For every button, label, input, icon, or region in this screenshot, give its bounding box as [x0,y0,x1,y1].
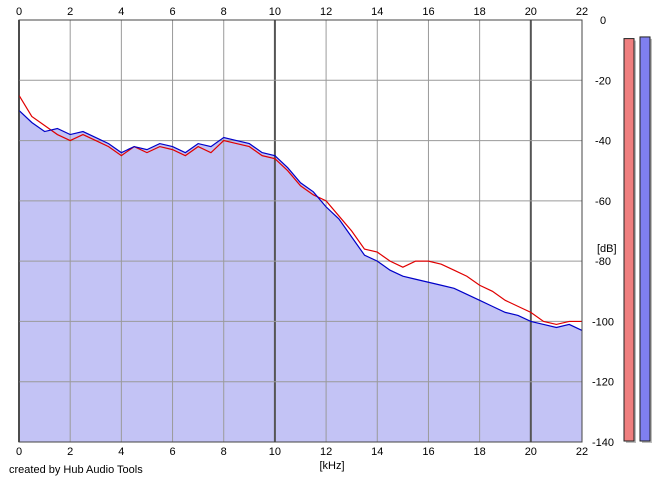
y-tick-label: -80 [595,256,611,268]
x-tick-label-top: 22 [576,6,588,18]
x-tick-label-top: 12 [320,6,332,18]
y-tick-label: -60 [595,196,611,208]
x-axis-label: [kHz] [319,460,344,472]
x-tick-label-bottom: 10 [269,446,281,458]
plot-frame [18,19,583,443]
x-tick-label-top: 4 [118,6,124,18]
y-tick-label: -140 [592,437,614,449]
x-tick-label-top: 8 [221,6,227,18]
x-tick-label-bottom: 4 [118,446,124,458]
x-tick-label-top: 0 [16,6,22,18]
x-tick-label-bottom: 0 [16,446,22,458]
x-tick-label-bottom: 16 [422,446,434,458]
left-level-meter [623,38,635,442]
y-tick-label: -20 [595,75,611,87]
x-tick-label-bottom: 18 [474,446,486,458]
x-tick-label-top: 16 [422,6,434,18]
x-tick-label-bottom: 6 [169,446,175,458]
x-tick-label-top: 6 [169,6,175,18]
x-tick-label-top: 18 [474,6,486,18]
x-tick-label-bottom: 14 [371,446,383,458]
x-tick-label-bottom: 22 [576,446,588,458]
y-tick-label: -100 [592,316,614,328]
right-level-meter [639,36,651,442]
x-tick-label-bottom: 2 [67,446,73,458]
x-tick-label-bottom: 12 [320,446,332,458]
credit-text: created by Hub Audio Tools [9,464,143,476]
x-tick-label-bottom: 20 [525,446,537,458]
x-tick-label-top: 10 [269,6,281,18]
spectrum-fill-area [19,110,582,442]
y-tick-label: -120 [592,377,614,389]
y-tick-label: 0 [600,15,606,27]
x-tick-label-top: 14 [371,6,383,18]
x-tick-label-top: 2 [67,6,73,18]
x-tick-label-top: 20 [525,6,537,18]
x-tick-label-bottom: 8 [221,446,227,458]
red-series-line [18,95,582,326]
blue-series-line [18,109,583,332]
y-axis-label: [dB] [597,243,617,255]
y-tick-label: -40 [595,136,611,148]
